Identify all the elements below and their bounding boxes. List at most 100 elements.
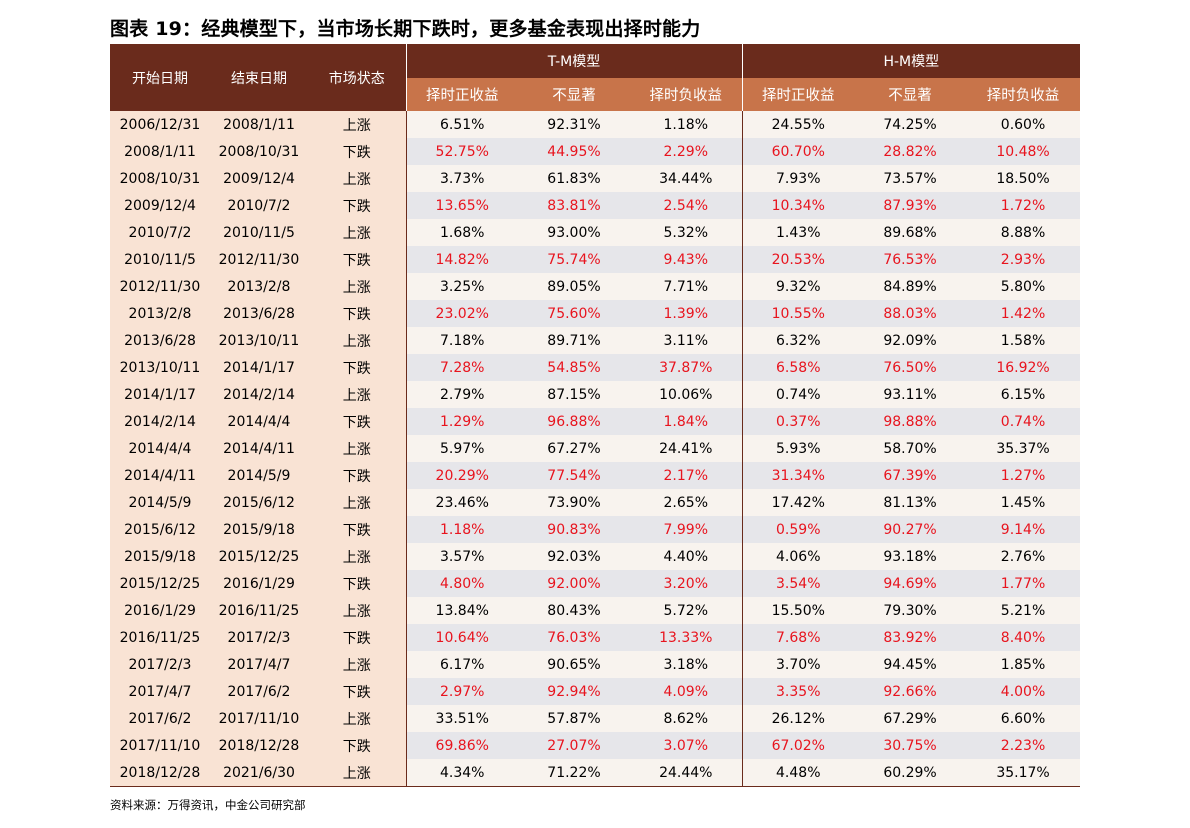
hm-positive-cell: 0.37%	[741, 408, 855, 435]
hm-positive-cell: 6.58%	[741, 354, 855, 381]
tm-positive-cell: 5.97%	[405, 435, 518, 462]
tm-negative-cell: 2.65%	[630, 489, 743, 516]
hm-insignificant-cell: 81.13%	[854, 489, 967, 516]
tm-positive-cell: 1.18%	[405, 516, 518, 543]
header-group-tm: T-M模型	[405, 44, 743, 78]
hm-positive-cell: 60.70%	[741, 138, 855, 165]
market-state-cell: 下跌	[308, 732, 406, 759]
hm-negative-cell: 8.40%	[966, 624, 1081, 651]
tm-positive-cell: 33.51%	[405, 705, 518, 732]
start-date-cell: 2013/10/11	[110, 354, 210, 381]
tm-positive-cell: 4.80%	[405, 570, 518, 597]
market-state-cell: 下跌	[308, 354, 406, 381]
tm-positive-cell: 23.02%	[405, 300, 518, 327]
hm-negative-cell: 1.42%	[966, 300, 1081, 327]
end-date-cell: 2010/11/5	[210, 219, 308, 246]
market-state-cell: 下跌	[308, 678, 406, 705]
hm-insignificant-cell: 89.68%	[854, 219, 967, 246]
end-date-cell: 2009/12/4	[210, 165, 308, 192]
table-row: 2009/12/4 2010/7/2 下跌 13.65% 83.81% 2.54% 10.3…	[110, 192, 1081, 219]
tm-negative-cell: 3.18%	[630, 651, 743, 678]
hm-positive-cell: 4.06%	[741, 543, 855, 570]
table-row: 2017/11/10 2018/12/28 下跌 69.86% 27.07% 3.07% 6…	[110, 732, 1081, 759]
hm-negative-cell: 0.74%	[966, 408, 1081, 435]
end-date-cell: 2014/5/9	[210, 462, 308, 489]
hm-positive-cell: 26.12%	[741, 705, 855, 732]
header-tm-negative: 择时负收益	[630, 78, 743, 111]
tm-insignificant-cell: 54.85%	[518, 354, 630, 381]
table-row: 2015/12/25 2016/1/29 下跌 4.80% 92.00% 3.20% 3.5…	[110, 570, 1081, 597]
hm-negative-cell: 16.92%	[966, 354, 1081, 381]
tm-insignificant-cell: 89.05%	[518, 273, 630, 300]
market-state-cell: 上涨	[308, 165, 406, 192]
tm-negative-cell: 5.72%	[630, 597, 743, 624]
end-date-cell: 2008/10/31	[210, 138, 308, 165]
market-state-cell: 上涨	[308, 327, 406, 354]
hm-insignificant-cell: 90.27%	[854, 516, 967, 543]
market-state-cell: 上涨	[308, 651, 406, 678]
hm-negative-cell: 18.50%	[966, 165, 1081, 192]
start-date-cell: 2014/1/17	[110, 381, 210, 408]
hm-negative-cell: 5.80%	[966, 273, 1081, 300]
start-date-cell: 2014/5/9	[110, 489, 210, 516]
hm-positive-cell: 10.34%	[741, 192, 855, 219]
tm-insignificant-cell: 83.81%	[518, 192, 630, 219]
hm-positive-cell: 10.55%	[741, 300, 855, 327]
tm-negative-cell: 24.44%	[630, 759, 743, 787]
hm-negative-cell: 2.76%	[966, 543, 1081, 570]
table-row: 2017/2/3 2017/4/7 上涨 6.17% 90.65% 3.18% 3.70% 9…	[110, 651, 1081, 678]
start-date-cell: 2017/4/7	[110, 678, 210, 705]
hm-negative-cell: 1.77%	[966, 570, 1081, 597]
header-start-date: 开始日期	[110, 44, 210, 111]
figure-title: 图表 19：经典模型下，当市场长期下跌时，更多基金表现出择时能力	[110, 18, 701, 40]
tm-positive-cell: 69.86%	[405, 732, 518, 759]
tm-negative-cell: 13.33%	[630, 624, 743, 651]
hm-insignificant-cell: 94.69%	[854, 570, 967, 597]
tm-negative-cell: 24.41%	[630, 435, 743, 462]
table-row: 2012/11/30 2013/2/8 上涨 3.25% 89.05% 7.71% 9.32…	[110, 273, 1081, 300]
hm-insignificant-cell: 76.50%	[854, 354, 967, 381]
hm-negative-cell: 1.85%	[966, 651, 1081, 678]
market-state-cell: 上涨	[308, 489, 406, 516]
tm-negative-cell: 3.11%	[630, 327, 743, 354]
market-state-cell: 上涨	[308, 705, 406, 732]
hm-negative-cell: 8.88%	[966, 219, 1081, 246]
tm-negative-cell: 37.87%	[630, 354, 743, 381]
header-end-date: 结束日期	[210, 44, 308, 111]
table-row: 2018/12/28 2021/6/30 上涨 4.34% 71.22% 24.44% 4.…	[110, 759, 1081, 787]
hm-insignificant-cell: 67.39%	[854, 462, 967, 489]
hm-insignificant-cell: 76.53%	[854, 246, 967, 273]
hm-negative-cell: 1.45%	[966, 489, 1081, 516]
end-date-cell: 2012/11/30	[210, 246, 308, 273]
market-state-cell: 上涨	[308, 111, 406, 138]
market-state-cell: 下跌	[308, 300, 406, 327]
hm-positive-cell: 3.35%	[741, 678, 855, 705]
table-row: 2016/11/25 2017/2/3 下跌 10.64% 76.03% 13.33% 7.…	[110, 624, 1081, 651]
start-date-cell: 2018/12/28	[110, 759, 210, 787]
tm-insignificant-cell: 92.94%	[518, 678, 630, 705]
market-state-cell: 下跌	[308, 462, 406, 489]
tm-positive-cell: 6.17%	[405, 651, 518, 678]
hm-positive-cell: 1.43%	[741, 219, 855, 246]
table-row: 2015/9/18 2015/12/25 上涨 3.57% 92.03% 4.40% 4.0…	[110, 543, 1081, 570]
tm-negative-cell: 2.54%	[630, 192, 743, 219]
tm-insignificant-cell: 92.31%	[518, 111, 630, 138]
table-row: 2013/6/28 2013/10/11 上涨 7.18% 89.71% 3.11% 6.3…	[110, 327, 1081, 354]
market-state-cell: 上涨	[308, 759, 406, 787]
tm-negative-cell: 1.84%	[630, 408, 743, 435]
market-state-cell: 下跌	[308, 192, 406, 219]
hm-negative-cell: 4.00%	[966, 678, 1081, 705]
end-date-cell: 2010/7/2	[210, 192, 308, 219]
start-date-cell: 2008/1/11	[110, 138, 210, 165]
market-state-cell: 上涨	[308, 597, 406, 624]
tm-positive-cell: 20.29%	[405, 462, 518, 489]
end-date-cell: 2013/2/8	[210, 273, 308, 300]
end-date-cell: 2016/11/25	[210, 597, 308, 624]
tm-negative-cell: 2.17%	[630, 462, 743, 489]
tm-positive-cell: 3.25%	[405, 273, 518, 300]
tm-insignificant-cell: 27.07%	[518, 732, 630, 759]
tm-positive-cell: 6.51%	[405, 111, 518, 138]
market-state-cell: 下跌	[308, 246, 406, 273]
hm-negative-cell: 1.27%	[966, 462, 1081, 489]
tm-insignificant-cell: 71.22%	[518, 759, 630, 787]
